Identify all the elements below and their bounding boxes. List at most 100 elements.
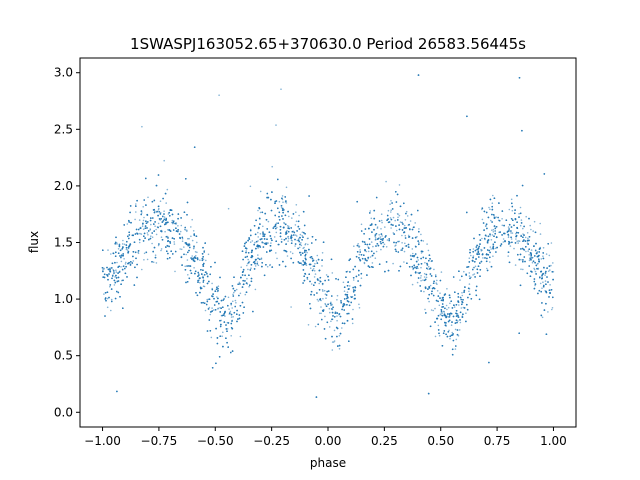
data-point <box>395 229 398 232</box>
data-point <box>436 290 439 292</box>
data-point <box>167 229 169 231</box>
data-point <box>455 310 458 312</box>
data-point <box>262 225 264 228</box>
data-point <box>132 260 135 262</box>
data-point <box>142 206 144 208</box>
data-point <box>461 294 464 297</box>
data-point <box>115 269 117 272</box>
data-point <box>517 242 519 244</box>
data-point <box>188 265 190 267</box>
data-point <box>155 262 158 264</box>
data-point <box>502 238 505 240</box>
data-point <box>529 275 532 278</box>
data-point <box>233 291 235 294</box>
data-point <box>402 223 404 225</box>
data-point <box>129 264 132 266</box>
data-point <box>263 274 266 277</box>
data-point <box>517 240 520 242</box>
data-point <box>254 265 257 267</box>
data-point <box>423 272 426 275</box>
data-point <box>247 268 249 271</box>
data-point <box>419 277 422 279</box>
data-point <box>510 238 513 240</box>
data-point <box>122 307 124 310</box>
data-point <box>489 261 491 263</box>
data-point <box>444 324 447 327</box>
data-point <box>333 340 336 342</box>
data-point <box>179 230 182 233</box>
data-point <box>394 219 397 222</box>
data-point <box>126 223 129 225</box>
data-point <box>542 247 545 249</box>
data-point <box>490 219 492 222</box>
data-point <box>439 292 441 295</box>
data-point <box>449 337 451 340</box>
data-point <box>491 208 494 211</box>
data-point <box>331 295 333 297</box>
data-point <box>358 253 361 256</box>
data-point <box>208 280 210 283</box>
data-point <box>520 268 522 271</box>
data-point <box>120 266 122 268</box>
data-point <box>465 312 467 315</box>
data-point <box>125 248 128 251</box>
data-point <box>138 241 141 244</box>
data-point <box>450 300 453 303</box>
data-point <box>275 222 278 224</box>
data-point <box>427 249 430 252</box>
data-point <box>219 307 221 309</box>
data-point <box>328 307 331 310</box>
data-point <box>306 237 309 240</box>
data-point <box>397 213 399 216</box>
data-point <box>454 348 457 350</box>
data-point <box>232 316 234 318</box>
data-point <box>186 259 189 261</box>
data-point <box>348 285 351 287</box>
data-point <box>196 251 198 254</box>
data-point <box>142 240 145 242</box>
data-point <box>420 252 423 254</box>
data-point <box>530 228 532 231</box>
data-point <box>143 252 146 255</box>
data-point <box>186 229 188 232</box>
data-point <box>373 217 376 220</box>
data-point <box>392 224 394 226</box>
data-point <box>550 242 553 244</box>
data-point <box>116 261 118 264</box>
data-point <box>177 229 179 231</box>
data-point <box>238 281 241 284</box>
data-point <box>275 124 277 126</box>
data-point <box>291 217 293 219</box>
data-point <box>316 254 319 257</box>
data-point <box>409 220 412 222</box>
data-point <box>114 281 117 284</box>
data-point <box>219 325 222 328</box>
data-point <box>343 290 346 293</box>
data-point <box>392 216 395 219</box>
data-point <box>194 251 197 253</box>
data-point <box>317 300 320 302</box>
data-point <box>318 282 321 285</box>
data-point <box>248 274 250 277</box>
data-point <box>542 281 544 284</box>
data-point <box>146 258 149 261</box>
data-point <box>235 302 237 304</box>
data-point <box>230 316 233 318</box>
data-point <box>295 204 298 206</box>
data-point <box>370 250 373 253</box>
data-point <box>352 279 355 281</box>
data-point <box>425 276 428 279</box>
data-point <box>486 249 489 251</box>
data-point <box>241 250 244 252</box>
data-point <box>330 258 333 261</box>
data-point <box>525 215 527 218</box>
data-point <box>401 242 403 244</box>
data-point <box>468 275 471 277</box>
data-point <box>297 247 299 250</box>
data-point <box>299 233 302 236</box>
data-point <box>420 279 422 282</box>
data-point <box>299 251 301 254</box>
data-point <box>191 255 193 257</box>
data-point <box>528 239 530 242</box>
data-point <box>173 243 176 245</box>
